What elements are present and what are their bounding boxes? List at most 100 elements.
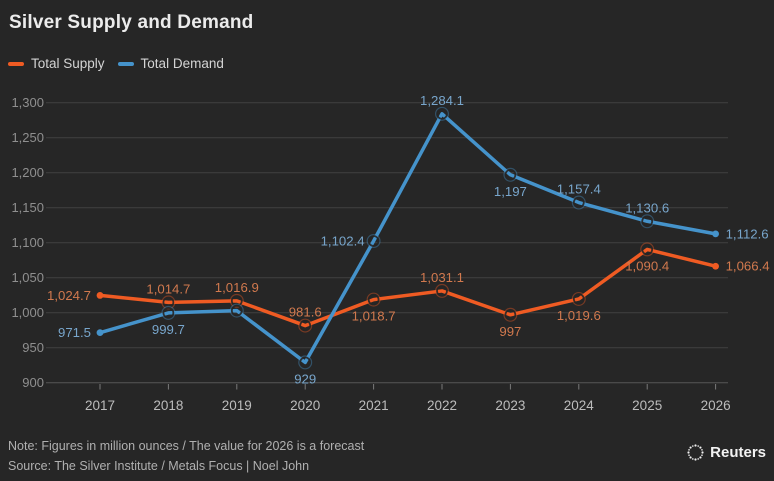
x-tick-label: 2025: [632, 398, 662, 413]
x-tick-label: 2018: [153, 398, 183, 413]
x-axis-labels: 2017 2018 2019 2020 2021 2022 2023 2024 2025 2026: [85, 398, 731, 413]
x-tick-label: 2017: [85, 398, 115, 413]
logo-dot: [697, 458, 700, 460]
logo-dot: [699, 446, 702, 449]
y-tick-label: 900: [22, 375, 44, 390]
point-label: 1,018.7: [352, 309, 396, 324]
point-marker-ring: [298, 318, 313, 333]
x-tick-label: 2026: [701, 398, 731, 413]
point-label: 997: [499, 324, 521, 339]
y-tick-label: 1,300: [11, 95, 44, 110]
logo-dot: [699, 456, 702, 459]
legend-item-total-supply: Total Supply: [8, 56, 105, 71]
point-marker-ring: [640, 214, 655, 229]
x-tick-label: 2023: [495, 398, 525, 413]
reuters-logo-icon: [687, 444, 704, 461]
legend-label: Total Demand: [140, 56, 224, 71]
logo-dot: [701, 451, 704, 454]
point-marker: [299, 356, 312, 369]
point-marker-ring: [366, 234, 381, 249]
point-label: 1,090.4: [625, 258, 669, 273]
point-label: 1,014.7: [146, 281, 190, 296]
point-marker-ring: [571, 195, 586, 210]
chart-canvas: 900 950 1,000 1,050 1,100 1,150 1,200 1,250 1,30…: [11, 93, 770, 413]
point-label: 1,197: [494, 184, 527, 199]
legend: Total Supply Total Demand: [8, 56, 224, 71]
point-marker-ring: [161, 305, 176, 320]
point-marker: [641, 243, 654, 256]
point-label: 1,130.6: [625, 200, 669, 215]
note-text: Note: Figures in million ounces / The va…: [8, 439, 365, 453]
point-label: 1,024.7: [47, 288, 91, 303]
point-marker-ring: [435, 283, 450, 298]
logo-dot: [697, 445, 700, 447]
legend-item-total-demand: Total Demand: [117, 56, 224, 71]
legend-label: Total Supply: [31, 56, 105, 71]
point-marker: [299, 319, 312, 332]
point-label: 1,284.1: [420, 93, 464, 108]
source-text: Source: The Silver Institute / Metals Fo…: [8, 459, 310, 473]
x-axis-ticks: [99, 384, 717, 390]
reuters-logo: Reuters: [686, 443, 766, 462]
point-marker-ring: [571, 291, 586, 306]
point-marker: [504, 168, 517, 181]
series-line-total-demand: [98, 112, 718, 365]
x-tick-label: 2022: [427, 398, 457, 413]
point-label: 971.5: [58, 325, 91, 340]
point-marker: [641, 215, 654, 228]
logo-dot: [692, 458, 694, 460]
reuters-logo-text: Reuters: [710, 444, 766, 461]
logo-dot: [687, 451, 690, 454]
x-tick-label: 2024: [564, 398, 595, 413]
point-marker-ring: [298, 355, 313, 370]
logo-dot: [694, 444, 697, 447]
logo-dot: [688, 454, 690, 456]
series-labels-total-demand: 971.5 999.7 929 1,102.4 1,284.1 1,197 1,157.4 1…: [58, 93, 769, 387]
point-marker-ring: [503, 167, 518, 182]
logo-dot: [689, 446, 692, 449]
footnotes: Note: Figures in million ounces / The va…: [8, 436, 364, 476]
point-label: 1,016.9: [215, 280, 259, 295]
point-label: 1,112.6: [726, 226, 769, 241]
y-gridlines: [46, 102, 728, 384]
point-marker: [572, 293, 585, 305]
logo-dot: [689, 456, 692, 459]
point-label: 1,031.1: [420, 270, 464, 285]
point-marker: [367, 293, 380, 306]
y-tick-label: 1,100: [11, 235, 44, 250]
point-label: 1,066.4: [726, 259, 770, 274]
y-tick-label: 1,200: [11, 165, 44, 180]
point-marker-ring: [640, 242, 655, 257]
y-axis-labels: 900 950 1,000 1,050 1,100 1,150 1,200 1,250 1,30…: [11, 95, 44, 390]
point-marker-ring: [435, 106, 450, 121]
logo-dot: [701, 449, 703, 451]
point-marker: [504, 308, 517, 321]
y-tick-label: 1,250: [11, 130, 44, 145]
chart-title: Silver Supply and Demand: [9, 12, 254, 33]
point-marker: [712, 262, 719, 270]
total-demand-swatch-icon: [117, 61, 134, 66]
total-supply-swatch-icon: [8, 61, 24, 66]
x-tick-label: 2019: [222, 398, 252, 413]
y-tick-label: 1,000: [11, 305, 44, 320]
point-marker: [162, 307, 175, 319]
logo-dot: [692, 445, 694, 447]
point-marker-ring: [161, 295, 176, 310]
point-label: 1,019.6: [557, 308, 601, 323]
point-label: 1,102.4: [321, 234, 365, 249]
series-markers-total-demand: [96, 106, 719, 370]
point-marker-ring: [366, 292, 381, 307]
y-tick-label: 1,050: [11, 270, 44, 285]
point-marker: [367, 235, 380, 247]
point-marker: [230, 304, 243, 317]
series-labels-total-supply: 1,024.7 1,014.7 1,016.9 981.6 1,018.7 1,031.1…: [47, 258, 770, 338]
point-label: 999.7: [152, 322, 185, 337]
point-label: 929: [294, 371, 316, 386]
logo-dot: [694, 458, 697, 461]
x-tick-label: 2020: [290, 398, 320, 413]
point-marker-ring: [229, 303, 244, 318]
point-marker: [96, 329, 104, 337]
point-marker: [436, 285, 448, 297]
point-marker: [96, 292, 104, 299]
